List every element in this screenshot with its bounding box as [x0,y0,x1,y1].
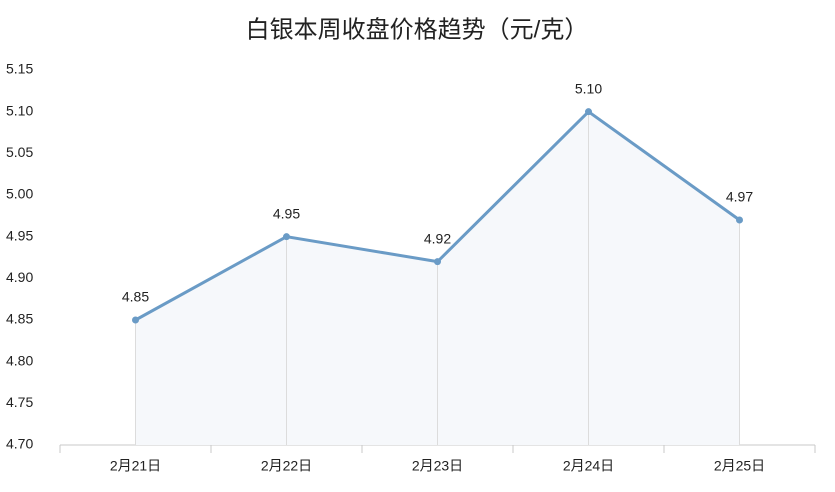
y-tick-label: 4.80 [6,352,33,368]
y-tick-label: 4.85 [6,311,33,327]
y-tick-label: 4.95 [6,227,33,243]
x-tick-label: 2月24日 [563,458,614,474]
point [283,233,290,241]
x-tick-label: 2月21日 [110,458,161,474]
point [736,216,743,224]
point [132,316,139,324]
y-tick-label: 4.70 [6,436,33,452]
y-tick-label: 4.75 [6,394,33,410]
data-label: 4.85 [122,289,149,305]
y-tick-label: 5.00 [6,186,33,202]
y-tick-label: 5.05 [6,144,33,160]
point [434,258,441,266]
data-label: 4.97 [726,189,753,205]
x-tick-label: 2月23日 [412,458,463,474]
x-tick-label: 2月25日 [714,458,765,474]
data-label: 4.95 [273,205,300,221]
chart-title: 白银本周收盘价格趋势（元/克） [246,16,589,43]
x-tick-label: 2月22日 [261,458,312,474]
y-tick-label: 5.10 [6,102,33,118]
point [585,108,592,116]
y-tick-label: 5.15 [6,61,33,77]
y-tick-label: 4.90 [6,269,33,285]
data-label: 4.92 [424,230,451,246]
data-label: 5.10 [575,80,602,96]
